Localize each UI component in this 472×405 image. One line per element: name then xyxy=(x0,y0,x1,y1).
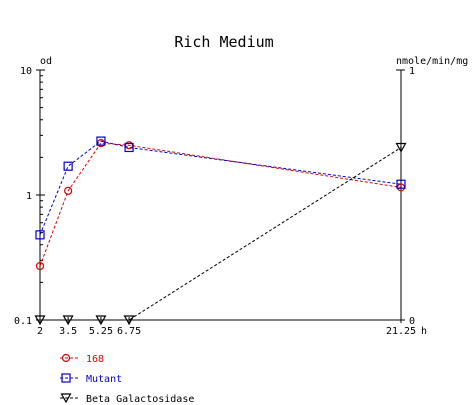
data-point xyxy=(64,186,73,195)
data-point xyxy=(395,142,407,153)
legend-marker xyxy=(61,353,71,363)
legend-label: Beta Galactosidase xyxy=(86,394,194,405)
chart-title: Rich Medium xyxy=(174,33,273,51)
x-tick-label: 21.25 xyxy=(386,326,416,337)
legend-marker xyxy=(60,393,72,404)
y-right-tick-label: 1 xyxy=(409,66,415,77)
x-tick-label: 3.5 xyxy=(59,326,77,337)
data-point xyxy=(35,230,45,240)
y-left-axis-label: od xyxy=(40,56,52,67)
y-right-axis-label: nmole/min/mg xyxy=(396,56,468,67)
legend-item: 168 xyxy=(60,353,104,365)
legend-item: Beta Galactosidase xyxy=(60,393,194,405)
axes: 0.1 1 10 0 1 2 3.5 5.25 6.75 21.25 h xyxy=(14,66,427,337)
y-left-tick-label: 10 xyxy=(20,66,32,77)
legend-label: 168 xyxy=(86,354,104,365)
data-point xyxy=(34,315,46,326)
series-line xyxy=(40,147,402,321)
data-point xyxy=(62,315,74,326)
y-right-tick-label: 0 xyxy=(409,316,415,327)
x-axis-unit-label: h xyxy=(421,326,427,337)
series-2 xyxy=(34,142,407,326)
series-0 xyxy=(35,139,406,271)
legend-item: Mutant xyxy=(60,373,122,385)
series-line xyxy=(39,140,402,236)
x-tick-label: 6.75 xyxy=(117,326,141,337)
x-tick-label: 2 xyxy=(37,326,43,337)
y-left-tick-label: 1 xyxy=(26,191,32,202)
data-point xyxy=(396,179,406,189)
data-point xyxy=(95,315,107,326)
data-point xyxy=(124,142,134,153)
series-layer xyxy=(34,136,407,326)
legend-label: Mutant xyxy=(86,374,122,385)
data-point xyxy=(63,161,73,171)
legend-marker xyxy=(61,373,71,383)
y-left-tick-label: 0.1 xyxy=(14,316,32,327)
data-point xyxy=(96,136,106,146)
series-line xyxy=(39,142,402,267)
legend: 168 Mutant Beta Galactosidase xyxy=(60,353,194,405)
x-tick-label: 5.25 xyxy=(89,326,113,337)
data-point xyxy=(123,315,135,326)
series-1 xyxy=(35,136,406,240)
data-point xyxy=(35,261,45,271)
